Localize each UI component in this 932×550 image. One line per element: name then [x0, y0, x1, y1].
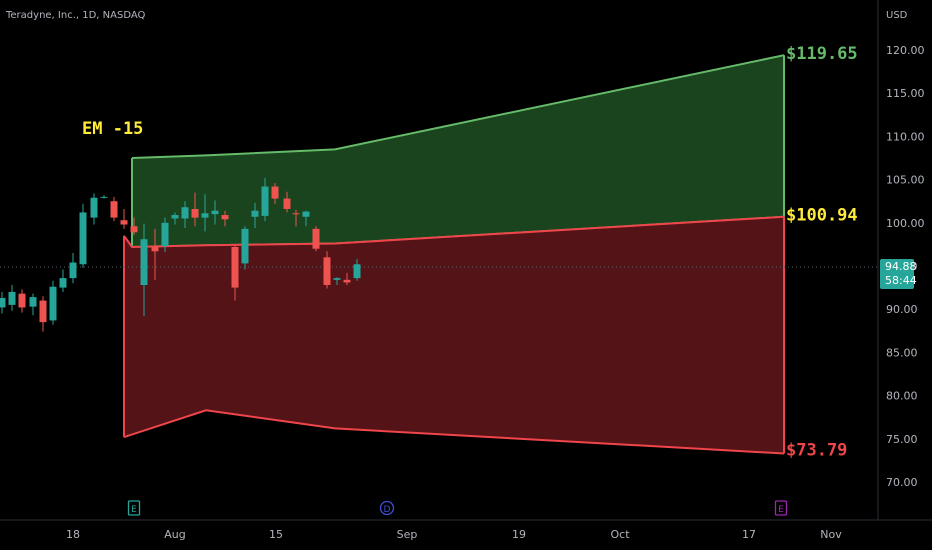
candle-body	[59, 278, 67, 288]
candle-body	[140, 239, 148, 286]
current-price-value: 94.88	[885, 260, 917, 273]
zone-upper-top-edge	[131, 54, 785, 159]
candle-body	[302, 211, 310, 217]
candle-body	[201, 213, 209, 218]
zone-lower-bottom-edge	[123, 409, 785, 455]
zone-lower-fill	[124, 216, 784, 454]
y-tick-label: 105.00	[886, 174, 925, 187]
event-marker-shape	[127, 500, 141, 516]
event-marker-shape	[379, 500, 395, 516]
candle-body	[241, 228, 249, 264]
candle-body	[29, 297, 37, 307]
candle-body	[231, 246, 239, 288]
candle-body	[171, 215, 179, 219]
y-tick-label: 75.00	[886, 433, 918, 446]
event-marker-e[interactable]: E	[774, 500, 788, 516]
candle-body	[49, 286, 57, 321]
event-marker-e[interactable]: E	[127, 500, 141, 516]
candle-body	[79, 212, 87, 265]
candlesticks	[0, 177, 361, 332]
zone-lower-top-edge	[123, 215, 785, 249]
x-tick-label: Nov	[820, 528, 842, 541]
candle-body	[271, 186, 279, 199]
target-label: $100.94	[786, 206, 858, 226]
candle-body	[283, 198, 291, 209]
x-tick-label: 18	[66, 528, 80, 541]
current-price-box: 94.88 58:44	[880, 259, 917, 289]
event-marker-letter: D	[384, 505, 391, 515]
candle-body	[39, 300, 47, 323]
event-marker-shape	[774, 500, 788, 516]
x-tick-label: Sep	[397, 528, 418, 541]
candle-body	[343, 279, 351, 283]
candle-body	[69, 262, 77, 279]
em-annotation: EM -15	[82, 119, 143, 139]
candle-body	[18, 293, 26, 308]
currency-label: USD	[886, 10, 908, 21]
y-tick-label: 110.00	[886, 130, 925, 143]
event-marker-letter: E	[778, 505, 784, 515]
candle-body	[130, 226, 138, 233]
expected-move-zones	[123, 54, 785, 455]
y-tick-label: 115.00	[886, 87, 925, 100]
y-tick-label: 70.00	[886, 476, 918, 489]
y-tick-label: 120.00	[886, 44, 925, 57]
x-tick-label: Oct	[610, 528, 630, 541]
y-tick-label: 90.00	[886, 303, 918, 316]
candle-body	[251, 210, 259, 217]
candle-body	[90, 197, 98, 218]
y-tick-label: 85.00	[886, 346, 918, 359]
candle-body	[333, 278, 341, 280]
candle-body	[110, 201, 118, 218]
x-tick-label: 17	[742, 528, 756, 541]
event-marker-d[interactable]: D	[379, 500, 395, 516]
candle-body	[211, 210, 219, 215]
candle-body	[221, 215, 229, 220]
x-axis[interactable]: 18 Aug 15 Sep 19 Oct 17 Nov	[66, 528, 842, 541]
candle-body	[261, 186, 269, 216]
y-tick-label: 80.00	[886, 390, 918, 403]
target-label: $73.79	[786, 440, 847, 460]
candle-body	[292, 213, 300, 215]
candle-body	[100, 196, 108, 198]
event-marker-letter: E	[131, 505, 137, 515]
candle-body	[312, 228, 320, 249]
candle-body	[0, 297, 6, 308]
candle-body	[8, 291, 16, 305]
x-tick-label: Aug	[164, 528, 185, 541]
candle-body	[120, 220, 128, 225]
chart-title: Teradyne, Inc., 1D, NASDAQ	[5, 10, 146, 21]
candle-body	[323, 257, 331, 286]
bar-countdown: 58:44	[885, 274, 917, 287]
x-tick-label: 19	[512, 528, 526, 541]
x-tick-label: 15	[269, 528, 283, 541]
candle-body	[151, 246, 159, 252]
candle-body	[353, 264, 361, 279]
candle-body	[161, 222, 169, 247]
candle-body	[191, 208, 199, 218]
candle-body	[181, 207, 189, 219]
target-label: $119.65	[786, 44, 858, 64]
y-tick-label: 100.00	[886, 217, 925, 230]
zone-upper-fill	[132, 55, 784, 248]
target-labels: $119.65 $100.94 $73.79	[786, 44, 858, 460]
